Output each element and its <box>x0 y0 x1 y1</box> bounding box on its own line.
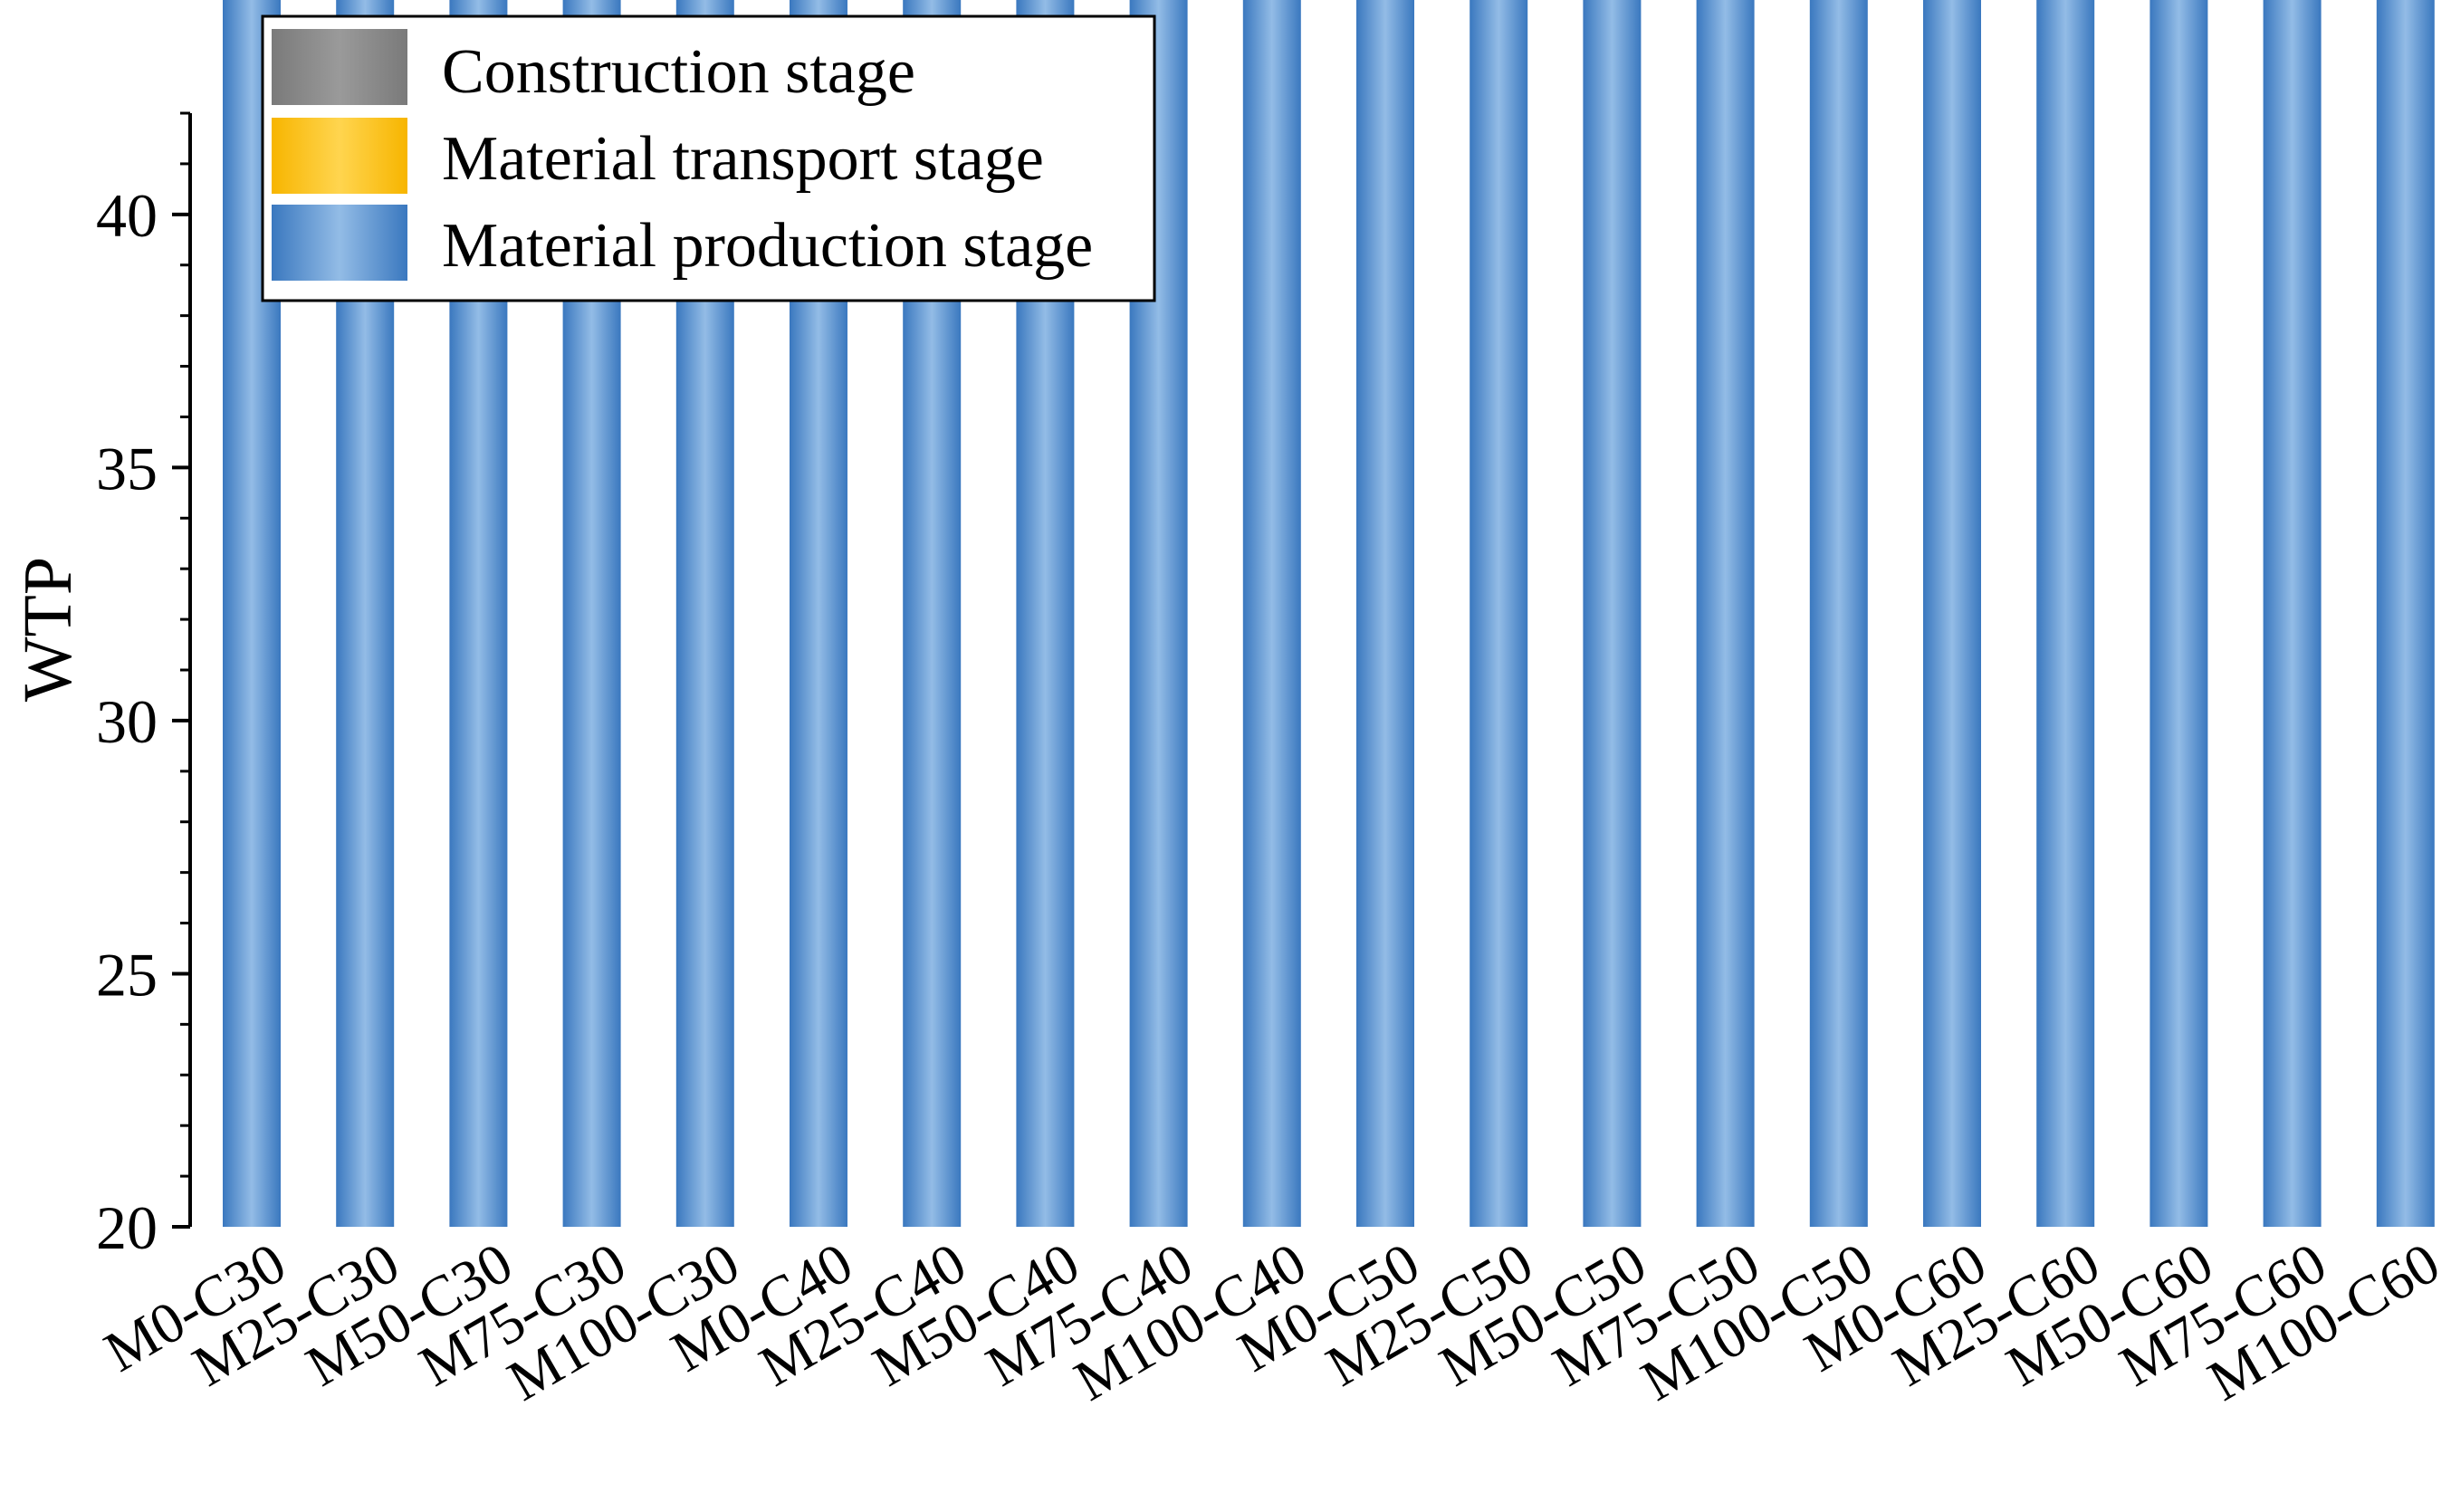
y-axis: 20 25 30 35 40 <box>96 111 192 1262</box>
legend-label-production: Material production stage <box>442 211 1093 281</box>
bar-production-m50-c50 <box>1583 0 1642 1227</box>
y-tick-label-30: 30 <box>96 687 158 756</box>
x-axis-category-labels: M0-C30M25-C30M50-C30M75-C30M100-C30M0-C4… <box>94 1230 2450 1413</box>
bar-production-m100-c60 <box>2376 0 2435 1228</box>
y-tick-label-20: 20 <box>96 1193 158 1262</box>
legend-swatch-transport <box>272 118 407 194</box>
y-tick-label-35: 35 <box>96 434 158 502</box>
legend-swatch-construction <box>272 29 407 105</box>
legend-swatch-production <box>272 205 407 281</box>
bar-production-m100-c40 <box>1242 0 1301 1228</box>
bar-production-m25-c60 <box>2036 0 2095 1228</box>
bar-production-m0-c50 <box>1356 0 1414 1227</box>
bar-production-m100-c50 <box>1809 0 1868 1228</box>
bar-production-m0-c60 <box>1923 0 1981 1227</box>
legend-frame <box>261 14 1156 302</box>
bar-production-m75-c50 <box>1696 0 1755 1228</box>
legend-label-construction: Construction stage <box>442 37 915 107</box>
bar-production-m75-c60 <box>2263 0 2322 1227</box>
y-tick-label-25: 25 <box>96 940 158 1009</box>
legend-label-transport: Material transport stage <box>442 124 1044 194</box>
legend: Construction stage Material transport st… <box>261 14 1156 302</box>
y-axis-title: WTP <box>10 557 86 702</box>
y-tick-label-40: 40 <box>96 181 158 250</box>
bar-production-m50-c60 <box>2149 0 2208 1227</box>
bar-production-m25-c50 <box>1470 0 1528 1228</box>
